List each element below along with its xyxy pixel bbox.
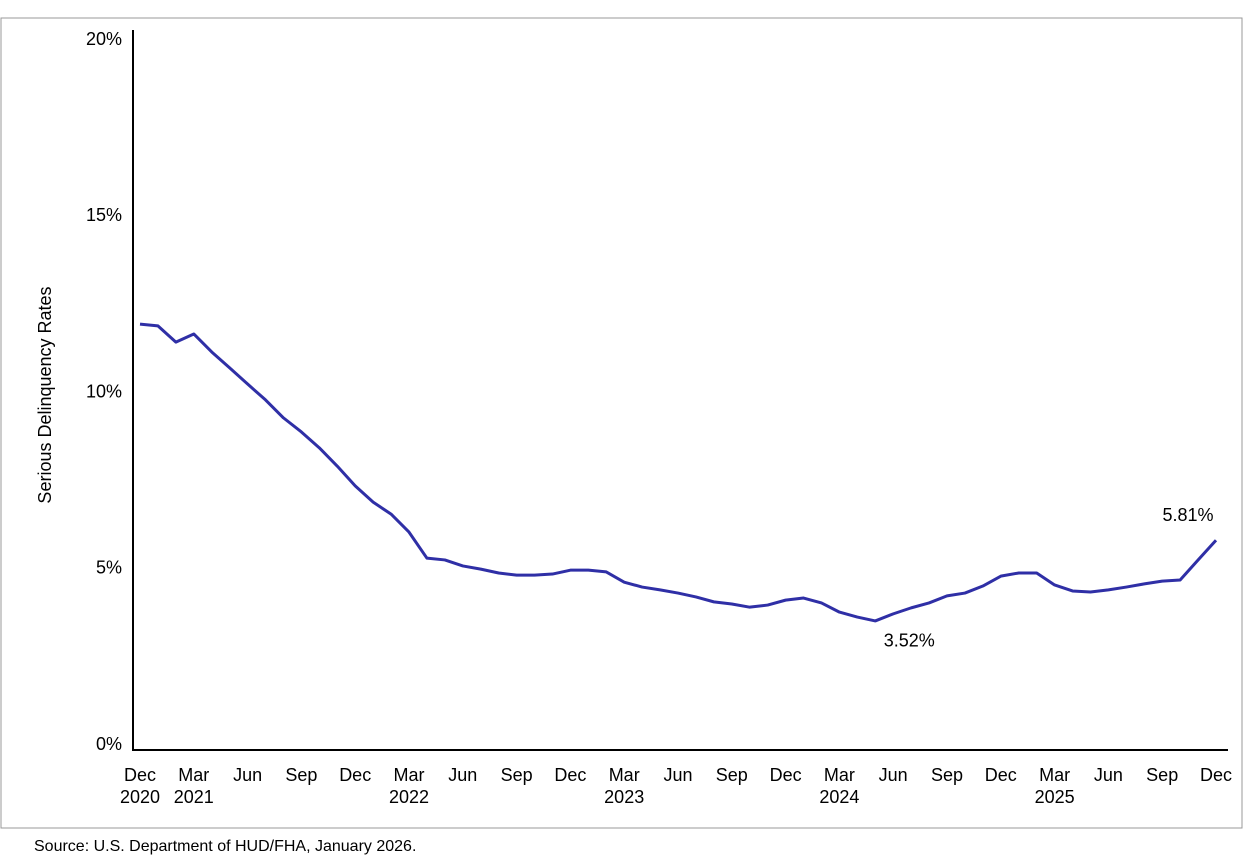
x-tick-label: Jun: [233, 765, 262, 785]
chart-frame: [0, 17, 1243, 829]
x-tick-label: Mar 2023: [604, 765, 644, 807]
x-tick-label: Sep: [716, 765, 748, 785]
x-tick-label: Sep: [931, 765, 963, 785]
x-tick-label: Dec 2020: [120, 765, 160, 807]
y-tick-label: 20%: [86, 29, 122, 49]
x-tick-label: Dec: [985, 765, 1017, 785]
y-axis-label: Serious Delinquency Rates: [35, 286, 55, 503]
source-note: Source: U.S. Department of HUD/FHA, Janu…: [34, 838, 416, 855]
x-tick-label: Jun: [448, 765, 477, 785]
x-tick-label: Mar 2024: [819, 765, 859, 807]
x-tick-label: Jun: [879, 765, 908, 785]
x-tick-label: Mar 2021: [174, 765, 214, 807]
y-tick-label: 5%: [96, 558, 122, 578]
x-tick-label: Dec: [770, 765, 802, 785]
x-tick-label: Mar 2025: [1035, 765, 1075, 807]
x-tick-label: Sep: [501, 765, 533, 785]
y-tick-label: 10%: [86, 381, 122, 401]
x-tick-label: Jun: [1094, 765, 1123, 785]
x-tick-label: Dec: [339, 765, 371, 785]
x-tick-label: Sep: [1146, 765, 1178, 785]
data-line: [139, 322, 1218, 623]
x-tick-label: Jun: [663, 765, 692, 785]
x-tick-label: Dec: [1200, 765, 1232, 785]
y-tick-label: 15%: [86, 205, 122, 225]
x-tick-label: Dec: [554, 765, 586, 785]
x-tick-label: Sep: [285, 765, 317, 785]
value-label: 5.81%: [1162, 505, 1213, 525]
x-tick-label: Mar 2022: [389, 765, 429, 807]
y-tick-label: 0%: [96, 734, 122, 754]
value-label: 3.52%: [884, 631, 935, 651]
